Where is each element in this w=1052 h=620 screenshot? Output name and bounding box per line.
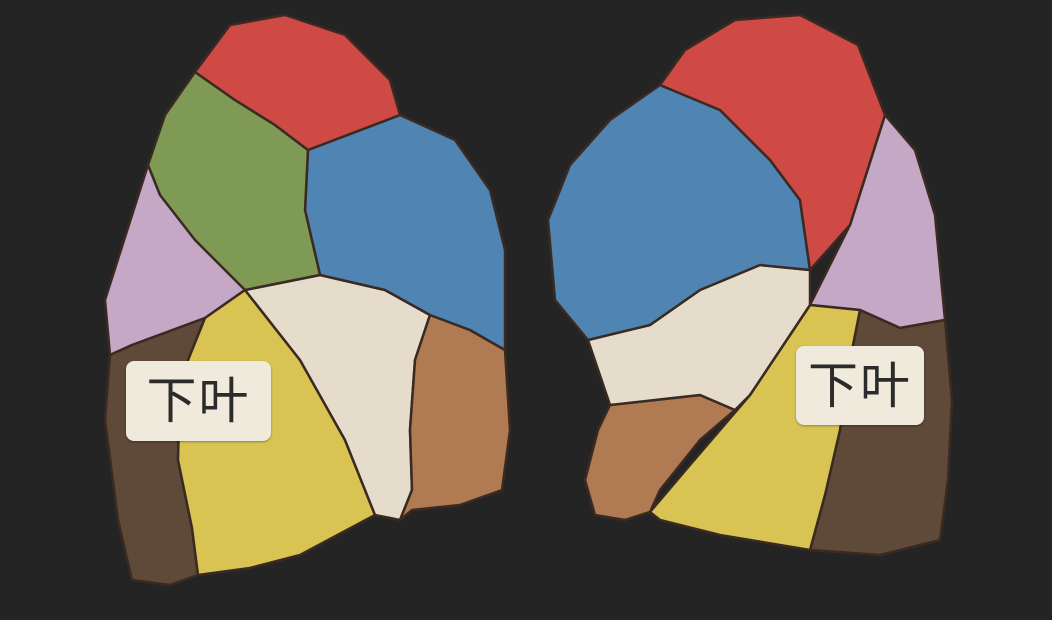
right-lower-lobe-label: 下叶 [796,346,924,425]
left-lung-apical-segment [193,13,402,152]
right-lung-apical-segment [658,13,887,272]
left-lower-lobe-label: 下叶 [126,361,271,441]
left-lung [103,13,512,587]
right-lung [546,13,954,557]
